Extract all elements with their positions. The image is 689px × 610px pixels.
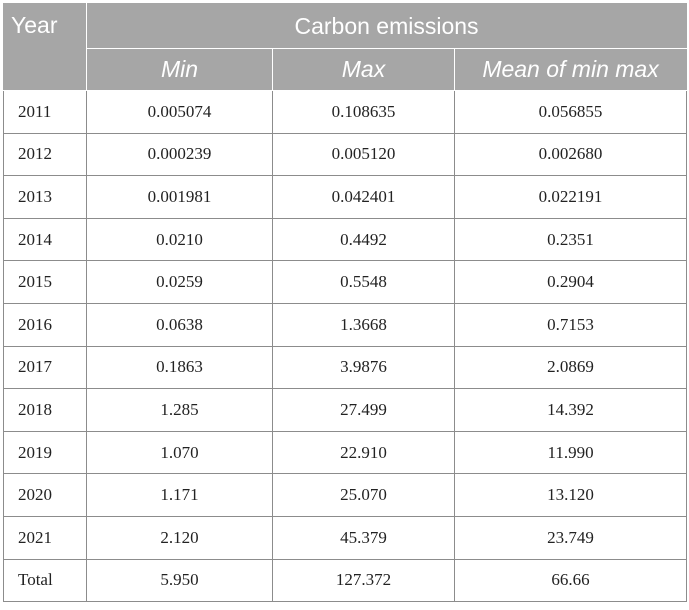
- max-cell: 3.9876: [272, 345, 455, 390]
- max-cell: 25.070: [272, 473, 455, 517]
- mean-cell: 11.990: [453, 430, 688, 475]
- year-cell: 2020: [3, 473, 87, 517]
- max-cell: 0.108635: [272, 90, 455, 134]
- mean-cell: 23.749: [453, 515, 688, 560]
- year-cell: 2015: [3, 260, 87, 304]
- year-cell: 2021: [3, 515, 87, 560]
- min-column-header: Min: [86, 48, 273, 91]
- max-cell: 0.042401: [272, 175, 455, 219]
- max-cell: 0.4492: [272, 217, 455, 262]
- table-row: 2014 0.0210 0.4492 0.2351: [3, 217, 688, 262]
- carbon-emissions-group-header: Carbon emissions: [85, 3, 688, 49]
- carbon-emissions-table: Year Carbon emissions Min Max Mean of mi…: [3, 3, 688, 603]
- min-cell: 2.120: [86, 515, 273, 560]
- year-cell: 2011: [3, 90, 87, 134]
- min-cell: 1.171: [86, 473, 273, 517]
- mean-cell: 0.002680: [453, 132, 688, 177]
- year-cell: 2019: [3, 430, 87, 475]
- min-cell: 0.005074: [86, 90, 273, 134]
- mean-cell: 14.392: [453, 388, 688, 432]
- table-row: 2021 2.120 45.379 23.749: [3, 515, 688, 560]
- year-cell: 2014: [3, 217, 87, 262]
- table-row: 2015 0.0259 0.5548 0.2904: [3, 260, 688, 304]
- total-mean-cell: 66.66: [453, 558, 688, 603]
- max-column-header: Max: [272, 48, 455, 91]
- total-max-cell: 127.372: [272, 558, 455, 603]
- total-min-cell: 5.950: [86, 558, 273, 603]
- mean-cell: 0.7153: [453, 302, 688, 347]
- min-cell: 1.070: [86, 430, 273, 475]
- max-cell: 0.005120: [272, 132, 455, 177]
- mean-cell: 0.2351: [453, 217, 688, 262]
- table-row: 2020 1.171 25.070 13.120: [3, 473, 688, 517]
- min-cell: 0.0638: [86, 302, 273, 347]
- year-cell: 2012: [3, 132, 87, 177]
- mean-cell: 13.120: [453, 473, 688, 517]
- min-cell: 0.000239: [86, 132, 273, 177]
- total-label-cell: Total: [3, 558, 87, 603]
- mean-cell: 0.2904: [453, 260, 688, 304]
- max-cell: 0.5548: [272, 260, 455, 304]
- mean-column-header: Mean of min max: [453, 48, 688, 91]
- table-row: 2018 1.285 27.499 14.392: [3, 388, 688, 432]
- max-cell: 22.910: [272, 430, 455, 475]
- table-row: 2013 0.001981 0.042401 0.022191: [3, 175, 688, 219]
- max-cell: 27.499: [272, 388, 455, 432]
- min-cell: 0.001981: [86, 175, 273, 219]
- year-cell: 2013: [3, 175, 87, 219]
- max-cell: 1.3668: [272, 302, 455, 347]
- mean-cell: 2.0869: [453, 345, 688, 390]
- min-cell: 0.0259: [86, 260, 273, 304]
- year-cell: 2016: [3, 302, 87, 347]
- year-cell: 2018: [3, 388, 87, 432]
- min-cell: 1.285: [86, 388, 273, 432]
- table-row: 2019 1.070 22.910 11.990: [3, 430, 688, 475]
- year-cell: 2017: [3, 345, 87, 390]
- table-row: 2016 0.0638 1.3668 0.7153: [3, 302, 688, 347]
- table-row: 2011 0.005074 0.108635 0.056855: [3, 90, 688, 134]
- min-cell: 0.1863: [86, 345, 273, 390]
- total-row: Total 5.950 127.372 66.66: [3, 558, 688, 603]
- table-row: 2012 0.000239 0.005120 0.002680: [3, 132, 688, 177]
- min-cell: 0.0210: [86, 217, 273, 262]
- table-row: 2017 0.1863 3.9876 2.0869: [3, 345, 688, 390]
- table-body: 2011 0.005074 0.108635 0.056855 2012 0.0…: [3, 90, 688, 603]
- mean-cell: 0.022191: [453, 175, 688, 219]
- table-header: Year Carbon emissions Min Max Mean of mi…: [3, 3, 688, 91]
- max-cell: 45.379: [272, 515, 455, 560]
- year-column-header: Year: [3, 3, 87, 91]
- mean-cell: 0.056855: [453, 90, 688, 134]
